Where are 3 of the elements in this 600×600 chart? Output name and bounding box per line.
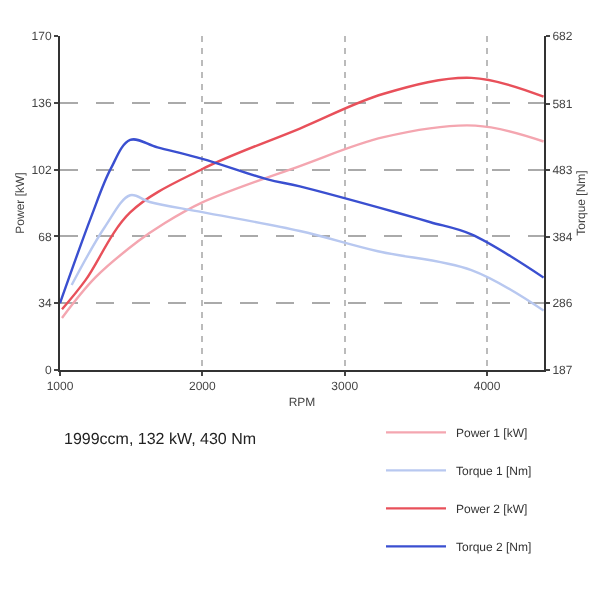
text: 1999ccm, 132 kW, 430 Nm — [64, 430, 257, 448]
line-series — [60, 76, 544, 311]
line-series — [70, 194, 544, 312]
